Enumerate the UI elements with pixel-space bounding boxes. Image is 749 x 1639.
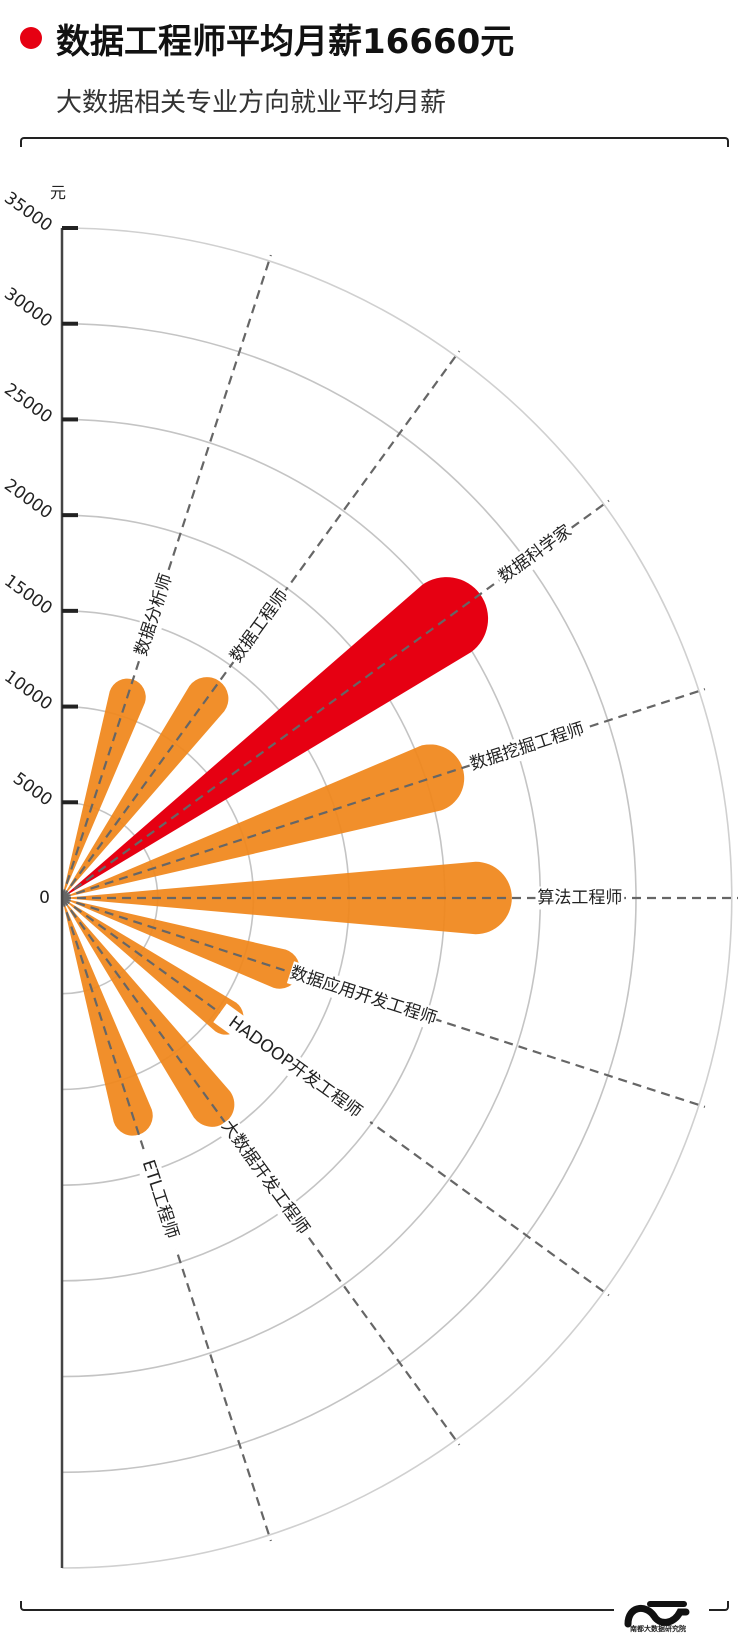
radial-unit-label: 元 (50, 183, 66, 202)
category-label-text-1: 数据分析师 (131, 571, 176, 658)
radial-tick-label-20000: 20000 (0, 475, 56, 523)
grid-arc-35000 (61, 227, 733, 1569)
radial-tick-label-10000: 10000 (0, 667, 56, 715)
page-title: 数据工程师平均月薪16660元 (56, 21, 515, 62)
top-divider (20, 137, 729, 147)
category-label-7: HADOOP开发工程师 (213, 1003, 377, 1132)
title-bullet-dot (20, 27, 42, 49)
category-label-bg-9 (132, 1145, 188, 1253)
radial-tick-label-5000: 5000 (9, 769, 56, 811)
category-label-bg-2 (224, 583, 295, 669)
logo-text: 南都大数据研究院 (630, 1625, 686, 1633)
category-label-4: 数据挖掘工程师 (466, 717, 589, 777)
bar-3 (62, 577, 489, 898)
category-label-bg-8 (215, 1115, 315, 1240)
category-label-text-4: 数据挖掘工程师 (468, 719, 587, 775)
category-label-text-6: 数据应用开发工程师 (288, 963, 440, 1029)
axis-line-4 (61, 688, 706, 900)
category-label-8: 大数据开发工程师 (215, 1115, 315, 1240)
bar-9 (62, 898, 153, 1136)
bars (62, 577, 512, 1136)
page-subtitle: 大数据相关专业方向就业平均月薪 (56, 88, 447, 118)
category-label-6: 数据应用开发工程师 (286, 961, 440, 1031)
radial-tick-label-35000: 35000 (0, 188, 56, 236)
title-row: 数据工程师平均月薪16660元 (20, 14, 514, 62)
category-label-bg-5 (535, 886, 625, 910)
bar-1 (62, 678, 146, 898)
category-label-2: 数据工程师 (224, 583, 295, 669)
category-label-9: ETL工程师 (132, 1145, 188, 1253)
footer-divider-end (709, 1601, 729, 1611)
category-label-text-3: 数据科学家 (495, 521, 576, 587)
bar-4 (62, 744, 465, 898)
category-label-text-8: 大数据开发工程师 (217, 1117, 313, 1239)
category-label-bg-6 (286, 961, 440, 1031)
category-label-5: 算法工程师 (535, 886, 625, 910)
category-label-text-7: HADOOP开发工程师 (225, 1012, 366, 1122)
category-label-bg-3 (492, 518, 578, 590)
category-label-bg-1 (129, 569, 179, 661)
radial-tick-label-15000: 15000 (0, 571, 56, 619)
category-label-3: 数据科学家 (492, 518, 578, 590)
category-label-bg-4 (466, 717, 589, 777)
radial-tick-label-30000: 30000 (0, 284, 56, 332)
footer-divider (20, 1601, 614, 1611)
category-label-bg-7 (213, 1003, 377, 1132)
bar-7 (62, 898, 244, 1035)
radial-tick-label-25000: 25000 (0, 380, 56, 428)
category-label-text-2: 数据工程师 (226, 586, 292, 667)
category-label-text-5: 算法工程师 (537, 888, 622, 908)
category-label-text-9: ETL工程师 (138, 1157, 182, 1241)
radial-tick-label-0: 0 (39, 888, 50, 908)
bar-8 (62, 898, 235, 1127)
ndu-logo-icon (624, 1601, 690, 1628)
bar-6 (62, 898, 300, 989)
category-label-1: 数据分析师 (129, 569, 179, 661)
bar-5 (62, 861, 512, 935)
bar-2 (62, 677, 229, 898)
